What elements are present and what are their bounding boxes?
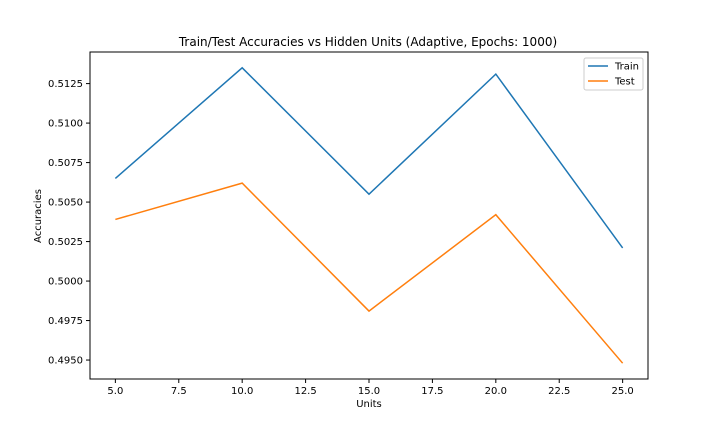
x-tick-label: 20.0 [485, 386, 507, 397]
plot-area [89, 51, 649, 380]
x-tick-label: 12.5 [294, 386, 316, 397]
x-tick-label: 15.0 [358, 386, 380, 397]
series-line-test [115, 182, 624, 364]
series-line-train [114, 66, 624, 249]
y-tick-label: 0.5000 [48, 277, 83, 288]
y-axis: 0.4950 0.4975 0.5000 0.5025 0.5050 0.5075 0.51… [48, 79, 90, 367]
x-tick-label: 17.5 [421, 386, 443, 397]
y-tick-label: 0.4975 [48, 316, 83, 327]
legend-label-test: Test [614, 77, 635, 88]
x-tick-label: 5.0 [107, 386, 123, 397]
legend: Train Test [583, 57, 644, 91]
y-tick-label: 0.5025 [48, 237, 83, 248]
x-axis-label: Units [356, 399, 382, 410]
series-layer [114, 66, 624, 364]
y-tick-label: 0.5050 [48, 198, 83, 209]
legend-label-train: Train [614, 62, 639, 73]
x-tick-label: 25.0 [612, 386, 634, 397]
x-axis: 5.0 7.5 10.0 12.5 15.0 17.5 20.0 22.5 25.0 [107, 379, 634, 397]
y-tick-label: 0.4950 [48, 356, 83, 367]
y-tick-label: 0.5125 [48, 79, 83, 90]
x-tick-label: 7.5 [171, 386, 187, 397]
y-axis-label: Accuracies [33, 189, 44, 243]
x-tick-label: 22.5 [548, 386, 570, 397]
x-tick-label: 10.0 [231, 386, 253, 397]
y-tick-label: 0.5075 [48, 158, 83, 169]
y-tick-label: 0.5100 [48, 119, 83, 130]
chart-title: Train/Test Accuracies vs Hidden Units (A… [178, 35, 557, 49]
